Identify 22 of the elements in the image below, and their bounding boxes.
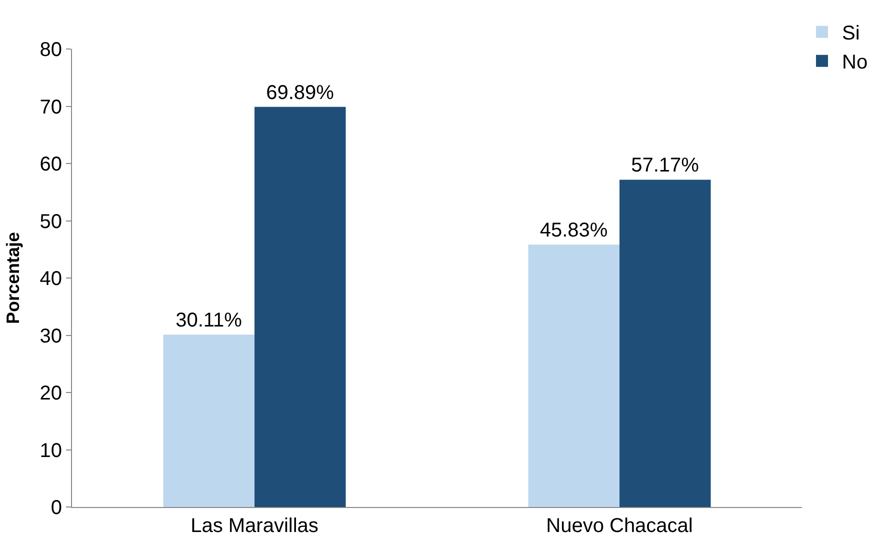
- y-tick-label: 10: [40, 440, 62, 462]
- y-tick-label: 60: [40, 154, 62, 176]
- x-tick-label: Nuevo Chacacal: [546, 515, 693, 537]
- y-tick-label: 20: [40, 382, 62, 404]
- legend-label: No: [842, 52, 868, 74]
- x-tick-label: Las Maravillas: [190, 515, 318, 537]
- bar: [620, 180, 711, 507]
- y-tick-label: 0: [50, 497, 62, 519]
- y-axis-title: Porcentaje: [2, 232, 23, 324]
- data-label: 45.83%: [540, 220, 608, 242]
- y-tick-label: 70: [40, 96, 62, 118]
- y-tick-label: 80: [40, 39, 62, 61]
- y-tick-label: 30: [40, 325, 62, 348]
- y-tick-label: 50: [40, 210, 62, 233]
- bar: [163, 334, 254, 507]
- legend-label: Si: [842, 22, 860, 45]
- data-label: 30.11%: [176, 310, 242, 332]
- data-label: 69.89%: [266, 82, 334, 104]
- bar: [528, 244, 620, 507]
- bar: [254, 106, 346, 507]
- data-label: 57.17%: [631, 154, 700, 177]
- y-tick-label: 40: [40, 268, 62, 290]
